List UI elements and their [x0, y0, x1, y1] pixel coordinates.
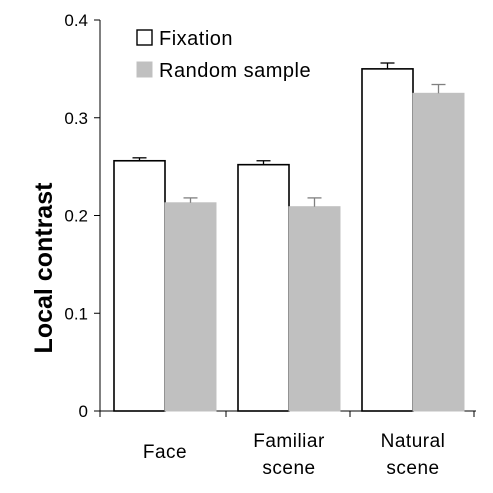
- legend-swatch: [136, 61, 153, 78]
- category-label: scene: [386, 458, 439, 479]
- category-label: Face: [143, 442, 187, 463]
- y-tick-label: 0.4: [64, 11, 88, 30]
- y-tick-label: 0.1: [64, 304, 88, 323]
- error-bars: [132, 62, 446, 207]
- legend-label: Fixation: [159, 28, 233, 50]
- legend-label: Random sample: [159, 60, 311, 82]
- category-label: Natural: [381, 431, 446, 452]
- bar-fixation: [237, 163, 290, 412]
- bar-fixation: [113, 159, 166, 412]
- category-label: Familiar: [253, 431, 325, 452]
- category-label: scene: [262, 458, 315, 479]
- y-axis: 0 0.1 0.2 0.3 0.4: [64, 11, 101, 421]
- legend-swatch: [136, 29, 153, 46]
- bars: [113, 68, 465, 412]
- x-axis: [99, 410, 476, 417]
- bar-random-sample: [288, 206, 341, 412]
- y-tick-label: 0.2: [64, 207, 88, 226]
- bar-random-sample: [412, 92, 465, 412]
- y-tick-label: 0: [79, 402, 88, 421]
- category-labels: Face Familiar scene Natural scene: [143, 431, 446, 479]
- y-tick-label: 0.3: [64, 109, 88, 128]
- bar-random-sample: [164, 202, 217, 412]
- legend: Fixation Random sample: [136, 28, 311, 82]
- y-axis-label: Local contrast: [30, 182, 58, 354]
- bar-fixation: [361, 68, 414, 412]
